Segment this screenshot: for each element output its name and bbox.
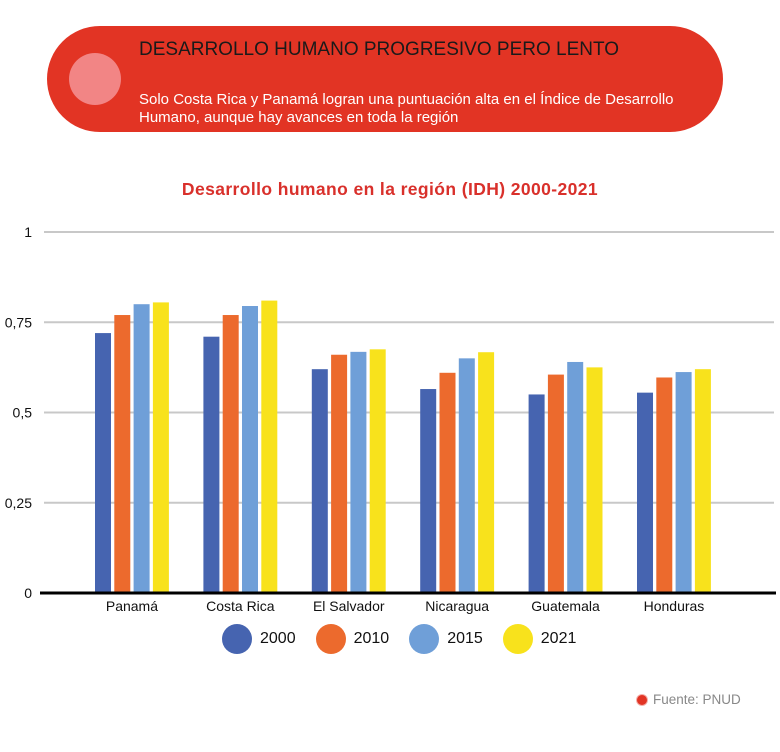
bar-guatemala-2010 (547, 374, 564, 593)
legend-item-2015: 2015 (409, 624, 483, 654)
legend-label-2000: 2000 (260, 630, 296, 647)
bar-panamá-2000 (95, 333, 111, 593)
banner-subtitle: Solo Costa Rica y Panamá logran una punt… (139, 91, 674, 126)
chart-title: Desarrollo humano en la región (IDH) 200… (181, 179, 599, 199)
source-text: Fuente: PNUD (653, 692, 741, 707)
x-tick-label-5: Honduras (644, 598, 705, 614)
legend-label-2015: 2015 (447, 630, 483, 647)
source-dot-icon (637, 694, 647, 705)
bar-el-salvador-2021 (369, 349, 386, 593)
legend-item-2021: 2021 (502, 624, 577, 654)
bar-panamá-2015 (133, 304, 150, 593)
bar-honduras-2000 (637, 392, 653, 593)
bar-guatemala-2021 (586, 367, 603, 593)
bar-nicaragua-2000 (420, 389, 437, 593)
chart-legend: 2000 2010 2015 2021 (222, 624, 596, 654)
bar-honduras-2021 (694, 369, 711, 593)
legend-swatch-2021 (502, 624, 533, 654)
y-tick-label-1: 0,25 (5, 495, 32, 511)
legend-swatch-2000 (222, 624, 252, 654)
y-tick-label-0: 0 (24, 585, 32, 601)
bar-nicaragua-2015 (458, 358, 475, 593)
bar-costa-rica-2010 (222, 315, 239, 593)
bar-el-salvador-2010 (331, 354, 348, 593)
bar-costa-rica-2021 (261, 300, 278, 593)
source-note: Fuente: PNUD (637, 692, 741, 707)
y-tick-label-3: 0,75 (5, 314, 32, 330)
legend-label-2021: 2021 (540, 630, 577, 647)
bar-nicaragua-2021 (478, 352, 495, 593)
headline-banner: DESARROLLO HUMANO PROGRESIVO PERO LENTO … (47, 26, 723, 132)
y-tick-label-2: 0,5 (13, 405, 33, 421)
bar-el-salvador-2015 (350, 351, 367, 593)
y-tick-label-4: 1 (24, 224, 32, 240)
legend-label-2010: 2010 (353, 630, 390, 647)
banner-circle-icon (69, 53, 121, 105)
bar-costa-rica-2015 (242, 306, 258, 593)
x-tick-label-3: Nicaragua (425, 598, 489, 614)
bar-panamá-2021 (152, 302, 169, 593)
legend-swatch-2015 (409, 624, 440, 654)
legend-swatch-2010 (315, 624, 346, 654)
bar-guatemala-2000 (528, 394, 545, 593)
x-tick-label-1: Costa Rica (206, 598, 275, 614)
bar-el-salvador-2000 (311, 369, 328, 593)
banner-title: DESARROLLO HUMANO PROGRESIVO PERO LENTO (139, 39, 620, 60)
bar-guatemala-2015 (567, 361, 584, 593)
bar-costa-rica-2000 (203, 336, 220, 593)
legend-item-2000: 2000 (222, 624, 296, 654)
bar-nicaragua-2010 (439, 372, 456, 593)
bar-honduras-2015 (675, 372, 692, 593)
x-tick-label-0: Panamá (106, 598, 158, 614)
x-tick-label-4: Guatemala (531, 598, 600, 614)
legend-item-2010: 2010 (315, 624, 390, 654)
bar-panamá-2010 (114, 315, 131, 593)
bar-honduras-2010 (656, 377, 673, 593)
x-tick-label-2: El Salvador (313, 598, 385, 614)
